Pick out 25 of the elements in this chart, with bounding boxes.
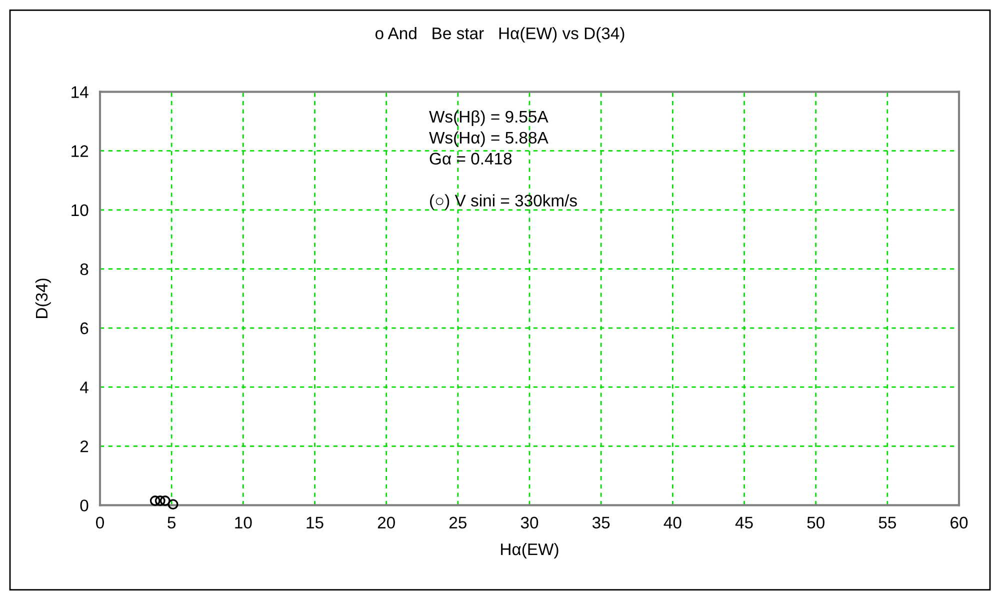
y-tick-label: 14	[72, 86, 88, 98]
x-tick-label: 25	[449, 516, 466, 529]
x-tick-label: 10	[235, 516, 252, 529]
x-tick-label: 50	[807, 516, 824, 529]
y-tick-label: 12	[72, 145, 88, 157]
y-tick-label: 8	[80, 263, 88, 276]
x-axis-title: Hα(EW)	[501, 542, 558, 558]
y-axis-title: D(34)	[35, 278, 51, 318]
chart-title: ο And Be star Hα(EW) vs D(34)	[375, 27, 624, 43]
y-tick-label: 2	[80, 440, 88, 452]
x-tick-label: 35	[592, 516, 610, 529]
x-tick-label: 20	[378, 516, 395, 529]
x-tick-label: 0	[96, 516, 104, 529]
y-tick-label: 0	[80, 500, 88, 512]
text: Ws(Hβ) = 9.55A Ws(Hα) = 5.88A Gα = 0.418 (○) V sini = 330km/s	[429, 110, 577, 210]
y-tick-label: 4	[80, 382, 88, 394]
x-tick-label: 30	[520, 516, 538, 529]
x-tick-label: 60	[950, 516, 968, 529]
x-tick-label: 15	[306, 516, 324, 529]
x-tick-label: 5	[168, 516, 176, 529]
x-tick-label: 45	[735, 516, 753, 529]
y-tick-label: 6	[80, 322, 88, 334]
x-tick-label: 55	[878, 516, 896, 529]
x-tick-label: 40	[664, 516, 682, 529]
y-tick-label: 10	[72, 204, 88, 216]
